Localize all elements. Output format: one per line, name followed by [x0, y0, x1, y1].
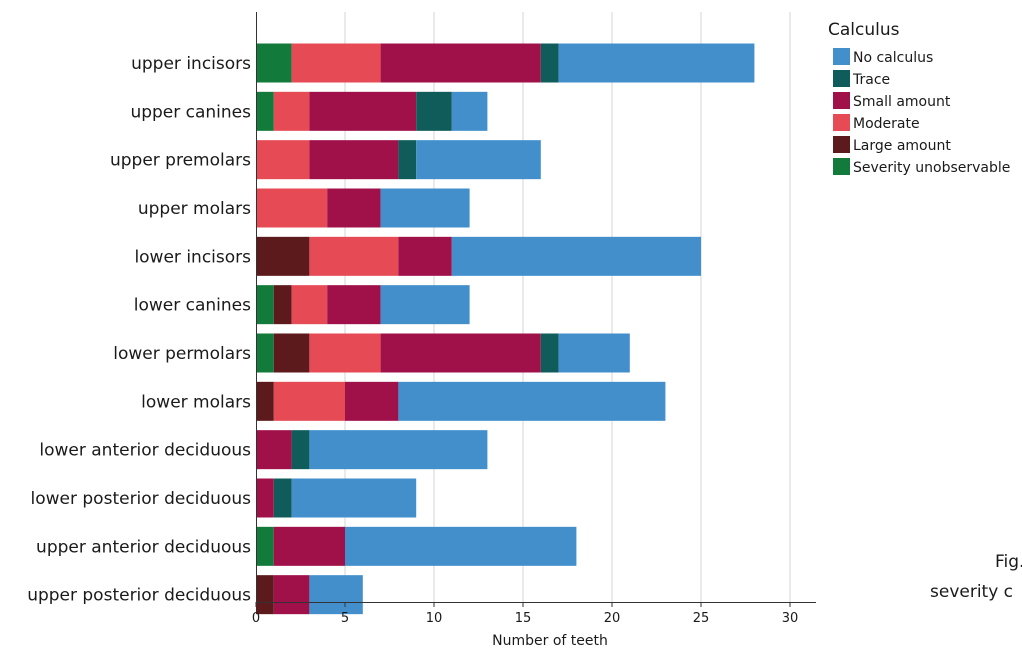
- axes: [256, 12, 816, 603]
- bar-segment: [256, 381, 274, 421]
- bar-segment: [345, 381, 399, 421]
- x-ticks: 0 5 10 15 20 25 30: [252, 602, 798, 626]
- bar-segment: [416, 91, 452, 131]
- bar-segment: [380, 285, 470, 325]
- x-tick-label: 15: [515, 611, 532, 626]
- bar-segment: [309, 91, 417, 131]
- category-label: lower incisors: [134, 247, 251, 267]
- bar-segment: [256, 140, 310, 180]
- bar-segment: [398, 381, 666, 421]
- bar-segment: [273, 381, 345, 421]
- bar-segment: [558, 333, 630, 373]
- legend: Calculus No calculus Trace Small amount Mod…: [828, 20, 1010, 176]
- legend-label: Moderate: [853, 116, 920, 132]
- bar-segment: [256, 91, 274, 131]
- legend-title: Calculus: [828, 20, 900, 40]
- category-label: upper anterior deciduous: [36, 537, 251, 557]
- category-labels: upper incisors upper canines upper premola…: [27, 54, 251, 606]
- bar-segment: [327, 285, 381, 325]
- bar-segment: [256, 333, 274, 373]
- x-tick-label: 25: [693, 611, 710, 626]
- bar-segment: [256, 285, 274, 325]
- bar-segment: [380, 333, 541, 373]
- bar-segment: [273, 575, 310, 615]
- category-label: lower anterior deciduous: [39, 441, 251, 461]
- x-tick-label: 0: [252, 611, 260, 626]
- x-tick-label: 30: [782, 611, 799, 626]
- bar-segment: [291, 478, 417, 518]
- bar-segment: [273, 526, 345, 566]
- bar-segment: [540, 333, 559, 373]
- bar-segment: [380, 43, 541, 83]
- x-axis-title: Number of teeth: [492, 633, 608, 649]
- category-label: upper premolars: [110, 151, 251, 171]
- bar-segment: [451, 91, 488, 131]
- legend-label: Large amount: [853, 138, 951, 154]
- bar-segment: [327, 188, 381, 228]
- bar-segment: [558, 43, 755, 83]
- category-label: upper posterior deciduous: [27, 586, 251, 606]
- bar-segment: [398, 236, 452, 276]
- bar-segment: [256, 575, 274, 615]
- bars: [256, 43, 755, 615]
- legend-swatch: [833, 48, 850, 65]
- bar-segment: [309, 333, 381, 373]
- legend-swatch: [833, 114, 850, 131]
- bar-segment: [256, 188, 328, 228]
- category-label: upper incisors: [131, 54, 251, 74]
- category-label: upper molars: [138, 199, 251, 219]
- legend-swatch: [833, 158, 850, 175]
- bar-segment: [256, 430, 292, 470]
- caption-fragment: Fig. severity c: [930, 552, 1022, 602]
- bar-segment: [540, 43, 559, 83]
- bar-segment: [345, 526, 577, 566]
- bar-segment: [451, 236, 701, 276]
- category-label: lower canines: [134, 296, 251, 316]
- bar-segment: [273, 285, 292, 325]
- category-label: lower posterior deciduous: [31, 489, 252, 509]
- x-tick-label: 10: [426, 611, 443, 626]
- bar-segment: [380, 188, 470, 228]
- legend-label: Trace: [852, 72, 890, 88]
- bar-segment: [309, 140, 399, 180]
- category-label: upper canines: [130, 102, 251, 122]
- legend-label: Small amount: [853, 94, 951, 110]
- x-tick-label: 20: [604, 611, 621, 626]
- legend-swatch: [833, 92, 850, 109]
- bar-segment: [309, 575, 363, 615]
- bar-segment: [291, 285, 328, 325]
- bar-segment: [309, 236, 399, 276]
- bar-segment: [256, 43, 292, 83]
- legend-swatch: [833, 70, 850, 87]
- caption-line-1: Fig.: [995, 552, 1022, 572]
- legend-swatch: [833, 136, 850, 153]
- bar-segment: [273, 333, 310, 373]
- bar-segment: [309, 430, 488, 470]
- bar-segment: [416, 140, 541, 180]
- bar-segment: [256, 478, 274, 518]
- category-label: lower permolars: [113, 344, 251, 364]
- bar-segment: [273, 478, 292, 518]
- caption-line-2: severity c: [930, 582, 1013, 602]
- bar-segment: [291, 430, 310, 470]
- legend-label: No calculus: [853, 50, 933, 66]
- bar-segment: [273, 91, 310, 131]
- bar-segment: [256, 236, 310, 276]
- category-label: lower molars: [141, 392, 251, 412]
- legend-items: No calculus Trace Small amount Moderate Larg…: [833, 48, 1010, 176]
- bar-segment: [256, 526, 274, 566]
- legend-label: Severity unobservable: [853, 160, 1010, 176]
- bar-segment: [398, 140, 417, 180]
- bar-segment: [291, 43, 381, 83]
- x-tick-label: 5: [341, 611, 349, 626]
